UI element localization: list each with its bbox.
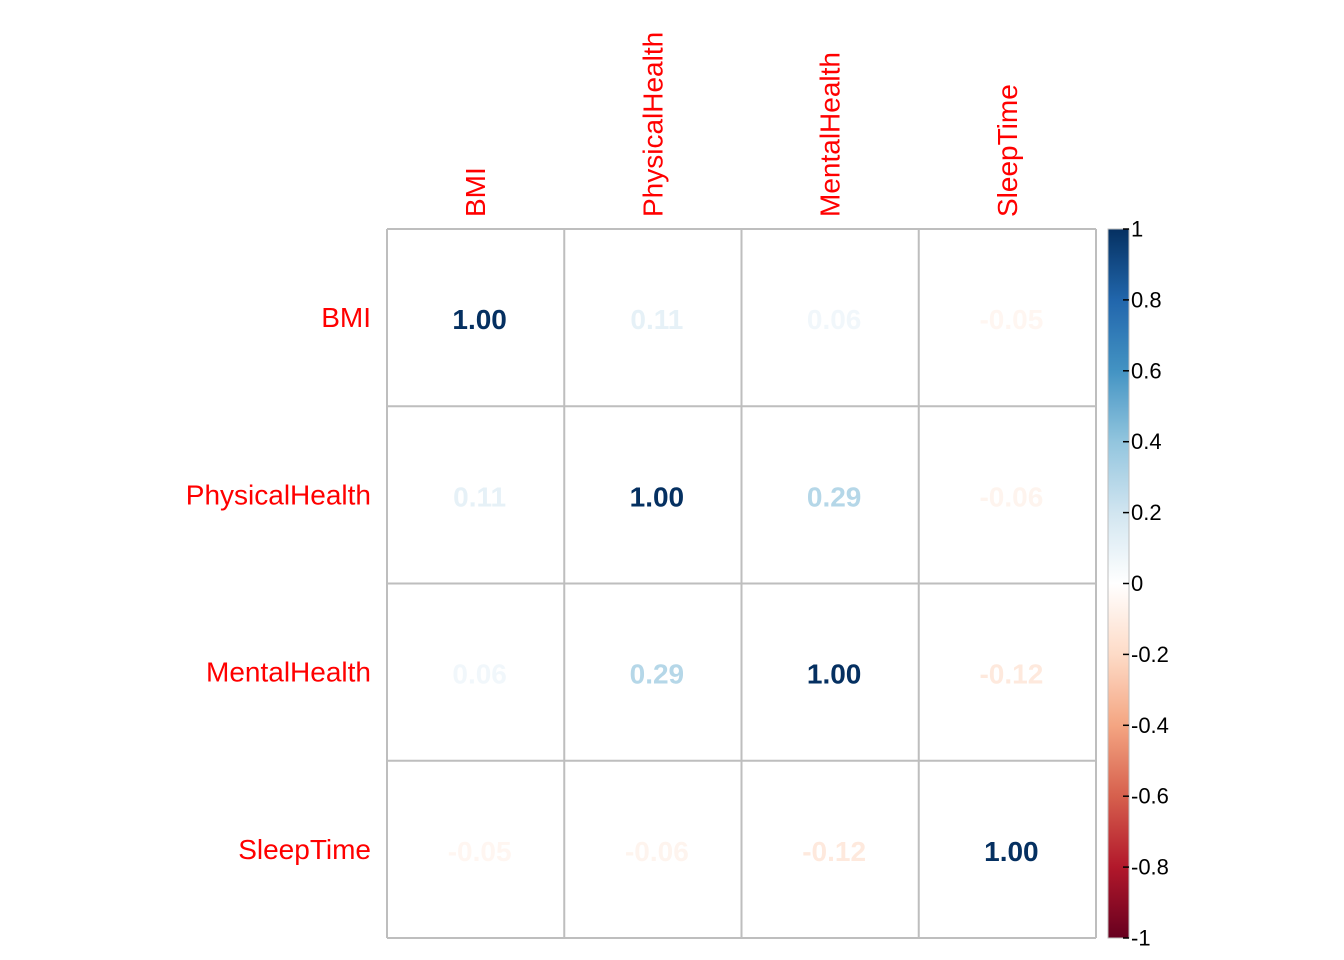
color-legend-tick-label: -0.6 [1131, 784, 1169, 809]
color-legend-tick-label: 1 [1131, 217, 1143, 242]
correlation-value-bmi-bmi: 1.00 [452, 304, 507, 335]
column-label-physicalhealth: PhysicalHealth [637, 32, 668, 217]
correlation-value-physicalhealth-mentalhealth: 0.29 [807, 481, 862, 512]
color-legend-tick-label: 0.4 [1131, 429, 1162, 454]
color-legend-tick-label: -0.4 [1131, 713, 1169, 738]
correlation-value-physicalhealth-bmi: 0.11 [453, 481, 506, 512]
color-legend-tick-label: 0.2 [1131, 500, 1162, 525]
color-legend-tick-label: 0.8 [1131, 287, 1162, 312]
correlation-value-bmi-mentalhealth: 0.06 [807, 304, 862, 335]
correlation-value-mentalhealth-sleeptime: -0.12 [979, 659, 1043, 690]
correlation-value-mentalhealth-physicalhealth: 0.29 [630, 659, 685, 690]
column-label-bmi: BMI [460, 167, 491, 217]
color-legend-tick-label: -0.2 [1131, 642, 1169, 667]
row-label-sleeptime: SleepTime [238, 834, 371, 865]
color-legend-tick-label: -0.8 [1131, 855, 1169, 880]
correlation-value-bmi-sleeptime: -0.05 [979, 304, 1043, 335]
row-label-mentalhealth: MentalHealth [206, 657, 371, 688]
correlation-values: 1.00 0.11 0.06 -0.05 0.11 1.00 0.29 -0.06 0.06 0.… [448, 304, 1044, 867]
correlation-value-physicalhealth-physicalhealth: 1.00 [630, 481, 685, 512]
column-label-mentalhealth: MentalHealth [815, 52, 846, 217]
correlation-value-sleeptime-sleeptime: 1.00 [984, 836, 1039, 867]
correlation-value-sleeptime-bmi: -0.05 [448, 836, 512, 867]
row-label-physicalhealth: PhysicalHealth [186, 479, 371, 510]
color-legend-tick-label: 0.6 [1131, 358, 1162, 383]
correlation-value-sleeptime-mentalhealth: -0.12 [802, 836, 866, 867]
variable-labels: BMI BMI PhysicalHealth PhysicalHealth Mental… [186, 32, 1023, 865]
column-label-sleeptime: SleepTime [992, 84, 1023, 217]
correlation-value-mentalhealth-bmi: 0.06 [452, 659, 507, 690]
color-legend-tick-label: 0 [1131, 571, 1143, 596]
correlation-value-physicalhealth-sleeptime: -0.06 [979, 481, 1043, 512]
color-legend-tick-label: -1 [1131, 926, 1151, 951]
correlation-value-sleeptime-physicalhealth: -0.06 [625, 836, 689, 867]
color-legend-bar [1108, 229, 1129, 938]
correlation-value-mentalhealth-mentalhealth: 1.00 [807, 659, 862, 690]
correlation-value-bmi-physicalhealth: 0.11 [630, 304, 683, 335]
row-label-bmi: BMI [321, 302, 371, 333]
correlation-grid [386, 228, 1097, 939]
color-legend: 1 0.8 0.6 0.4 0.2 0 -0.2 -0.4 -0.6 -0.8 -1 [1107, 217, 1169, 951]
